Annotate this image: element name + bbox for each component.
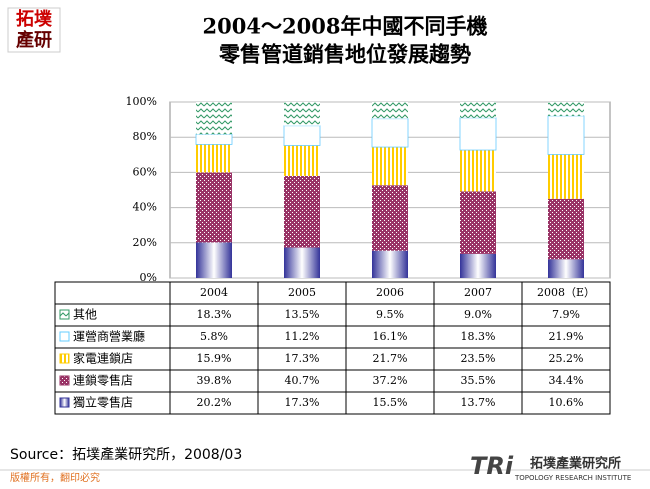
brand-name: 拓墣產業研究所	[530, 456, 621, 472]
legend-swatch	[59, 331, 70, 342]
bar-segment	[460, 102, 496, 118]
bar-segment	[283, 125, 321, 146]
brand-sub: TOPOLOGY RESEARCH INSTITUTE	[514, 474, 631, 482]
bar-segment	[548, 259, 584, 278]
legend-swatch	[59, 353, 70, 364]
table-value: 15.9%	[197, 352, 232, 365]
bar-segment	[284, 175, 320, 248]
legend-label: 家電連鎖店	[73, 351, 133, 366]
logo-text: 產研	[16, 29, 52, 51]
table-value: 23.5%	[461, 352, 496, 365]
bar-segment	[196, 172, 232, 243]
table-value: 37.2%	[373, 374, 408, 387]
bar-segment	[548, 102, 584, 116]
y-tick-label: 0%	[140, 271, 157, 284]
legend-swatch	[59, 375, 70, 386]
table-value: 9.5%	[376, 308, 404, 321]
legend-swatch	[59, 309, 70, 320]
x-tick-label: 2005	[288, 286, 316, 299]
legend-label: 其他	[73, 308, 97, 322]
y-tick-label: 60%	[133, 165, 157, 178]
x-tick-label: 2007	[464, 286, 492, 299]
bar-segment	[460, 150, 496, 192]
bar-segment	[371, 118, 409, 148]
bar-segment	[195, 133, 233, 145]
y-tick-label: 80%	[133, 130, 157, 143]
table-value: 34.4%	[549, 374, 584, 387]
y-tick-label: 40%	[133, 201, 157, 214]
brand-logo: TRi	[470, 452, 514, 480]
bar-segment	[284, 102, 320, 126]
bar-segment	[372, 185, 408, 251]
table-value: 13.5%	[285, 308, 320, 321]
x-tick-label: 2006	[376, 286, 404, 299]
table-value: 11.2%	[285, 330, 320, 343]
table-value: 15.5%	[373, 396, 408, 409]
bar-segment	[284, 247, 320, 278]
table-value: 18.3%	[461, 330, 496, 343]
table-value: 17.3%	[285, 352, 320, 365]
logo-box	[7, 7, 61, 53]
table-value: 40.7%	[285, 374, 320, 387]
table-value: 21.9%	[549, 330, 584, 343]
legend-label: 連鎖零售店	[73, 373, 133, 388]
copyright: 版權所有，翻印必究	[10, 471, 100, 484]
table-value: 10.6%	[549, 396, 584, 409]
legend-swatch	[59, 397, 70, 408]
legend-label: 運營商營業廳	[73, 329, 145, 344]
table-value: 39.8%	[197, 374, 232, 387]
bar-segment	[196, 102, 232, 135]
chart-title: 2004～2008年中國不同手機	[203, 14, 488, 39]
bar-segment	[548, 154, 584, 199]
table-value: 9.0%	[464, 308, 492, 321]
bar-segment	[372, 250, 408, 278]
table-value: 16.1%	[373, 330, 408, 343]
table-value: 5.8%	[200, 330, 228, 343]
legend-label: 獨立零售店	[73, 395, 133, 410]
bar-segment	[460, 253, 496, 278]
bar-segment	[548, 198, 584, 260]
table-value: 21.7%	[373, 352, 408, 365]
chart-title: 零售管道銷售地位發展趨勢	[218, 42, 471, 67]
x-tick-label: 2004	[200, 286, 228, 299]
bar-segment	[284, 145, 320, 176]
bar-segment	[196, 144, 232, 173]
table-value: 13.7%	[461, 396, 496, 409]
bar-segment	[372, 102, 408, 119]
x-tick-label: 2008（E）	[537, 286, 595, 299]
y-tick-label: 20%	[133, 236, 157, 249]
bar-segment	[460, 191, 496, 254]
table-value: 7.9%	[552, 308, 580, 321]
table-value: 25.2%	[549, 352, 584, 365]
table-value: 17.3%	[285, 396, 320, 409]
table-value: 20.2%	[197, 396, 232, 409]
bar-segment	[196, 242, 232, 278]
y-tick-label: 100%	[126, 95, 157, 108]
table-value: 18.3%	[197, 308, 232, 321]
table-value: 35.5%	[461, 374, 496, 387]
source: Source：拓墣產業研究所，2008/03	[10, 446, 242, 463]
bar-segment	[547, 115, 585, 155]
logo-text: 拓墣	[16, 8, 52, 30]
bar-segment	[459, 117, 497, 151]
bar-segment	[372, 147, 408, 186]
